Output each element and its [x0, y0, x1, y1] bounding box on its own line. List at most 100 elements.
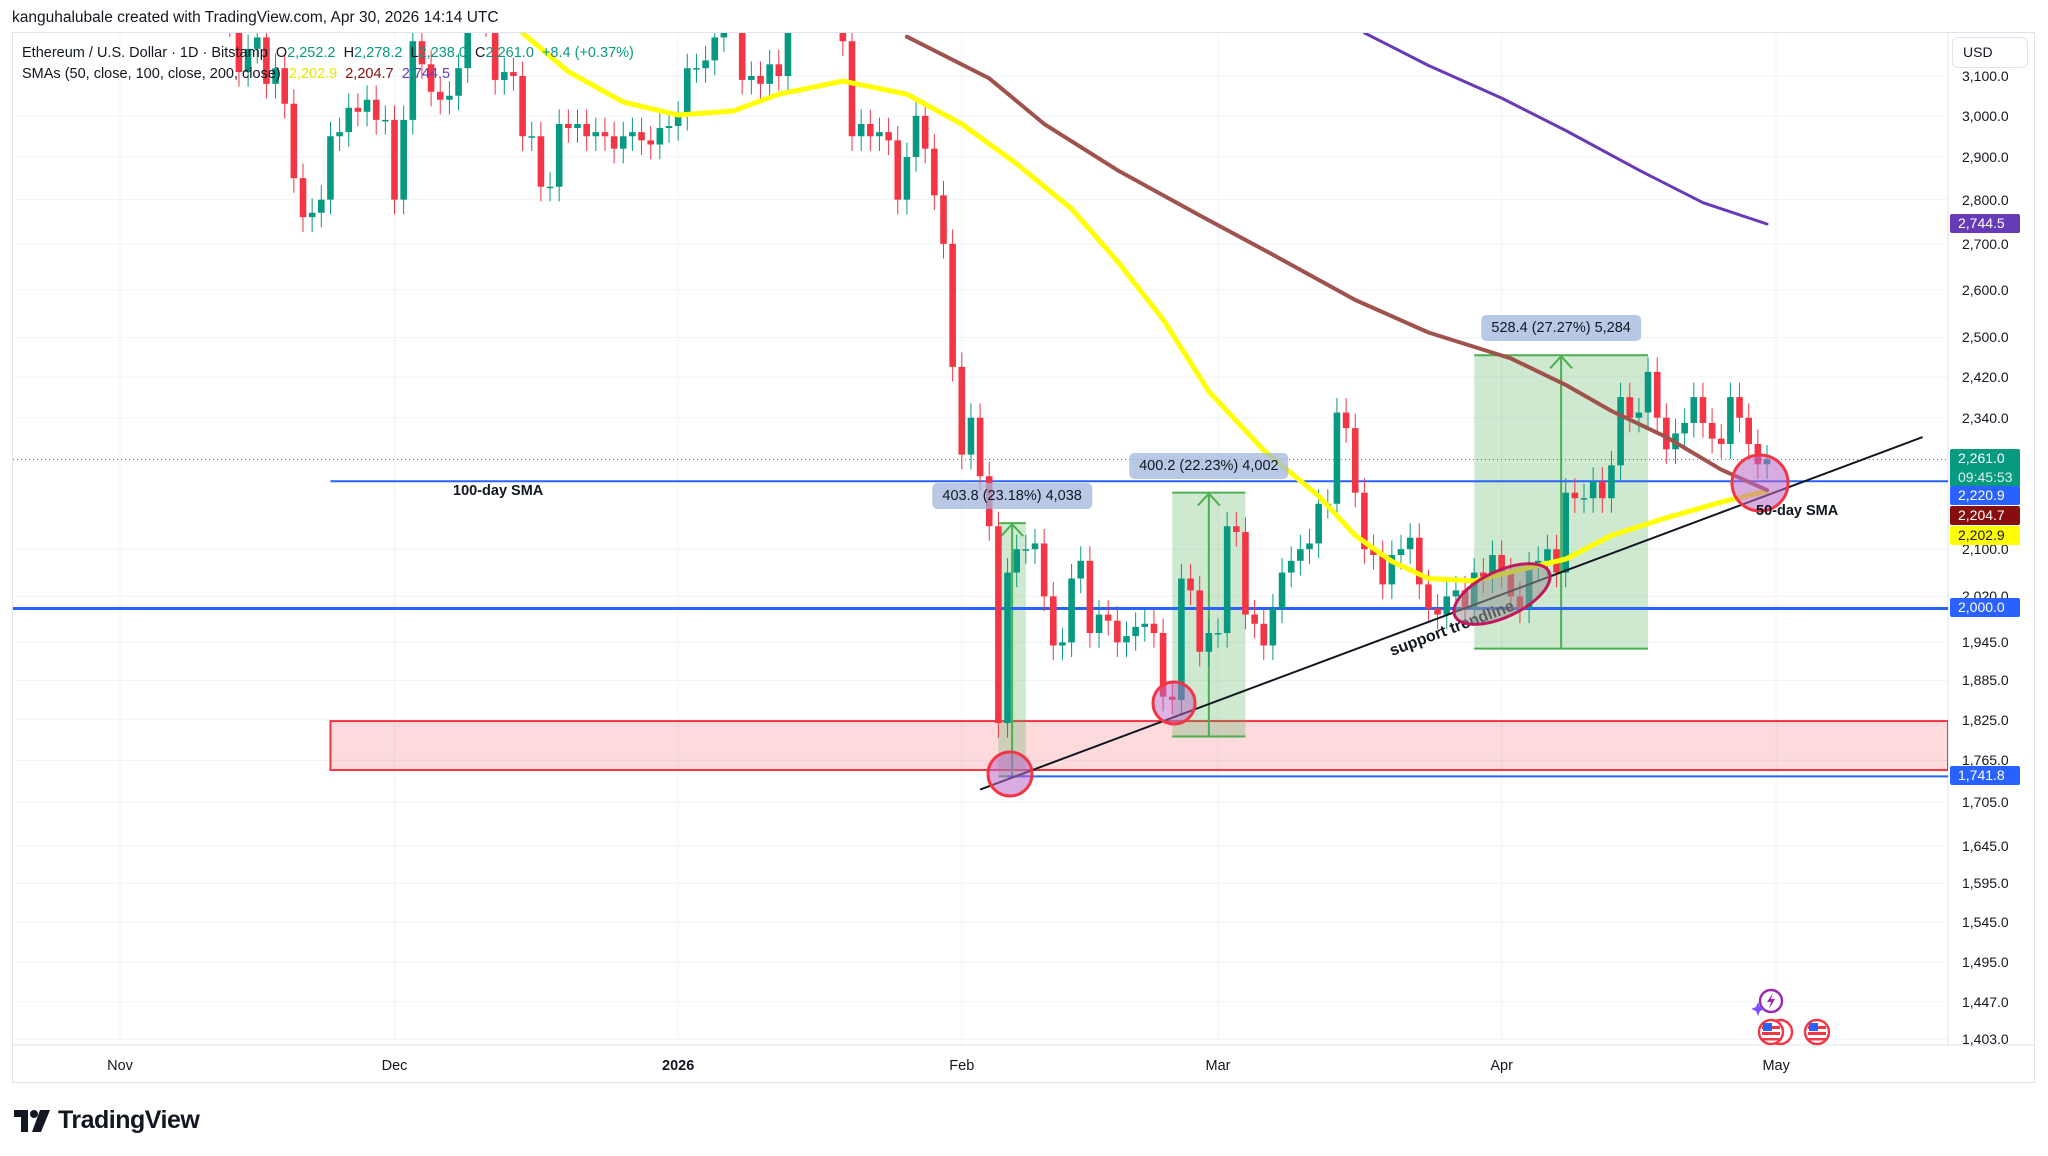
candle-body: [372, 99, 380, 120]
candle-body: [1599, 481, 1606, 499]
change-value: +8.4 (+0.37%): [541, 45, 634, 61]
price-tick-label: 1,595.0: [1962, 875, 2009, 892]
candle: [656, 113, 664, 160]
candle-body: [1022, 549, 1030, 551]
candle-body: [592, 132, 600, 137]
price-tag: 2,204.7: [1950, 506, 2020, 526]
candle-body: [857, 123, 865, 137]
candle: [172, 0, 179, 7]
candle: [1233, 511, 1240, 547]
candle-body: [674, 115, 682, 127]
candle-body: [409, 41, 417, 120]
candle-body: [848, 41, 856, 137]
candle: [1727, 382, 1734, 459]
price-tick-label: 3,000.0: [1962, 107, 2009, 124]
sma50-line: [520, 33, 1770, 584]
candle: [638, 117, 645, 156]
candle: [803, 0, 810, 7]
symbol-name[interactable]: Ethereum / U.S. Dollar · 1D · Bitstamp: [22, 45, 268, 61]
candle: [1123, 621, 1130, 658]
candle: [1242, 517, 1249, 630]
candle: [1022, 534, 1030, 564]
candle: [382, 105, 389, 135]
measure-tools[interactable]: [998, 354, 1649, 778]
candle: [1434, 593, 1441, 630]
us-flag-event-icon[interactable]: [1757, 1018, 1794, 1051]
candle: [693, 53, 700, 83]
horizontal-lines[interactable]: [13, 480, 1948, 778]
candle: [1580, 483, 1588, 513]
candle-body: [244, 48, 252, 73]
candle-body: [1004, 572, 1011, 724]
candle-body: [1416, 537, 1423, 585]
sma100-line: [904, 34, 1769, 493]
candle: [1196, 575, 1203, 667]
candle-body: [1699, 397, 1707, 423]
tradingview-logo[interactable]: TradingView: [14, 1106, 200, 1135]
candle-body: [227, 0, 234, 22]
candle: [153, 0, 160, 18]
candle: [363, 85, 371, 127]
candle: [391, 105, 398, 215]
candle-body: [1040, 543, 1048, 597]
candle-body: [1653, 371, 1661, 418]
candle: [510, 57, 517, 91]
candle-body: [363, 99, 371, 112]
candle-body: [1443, 596, 1451, 615]
price-tag: 2,744.5: [1950, 213, 2020, 233]
candle-body: [1580, 498, 1588, 500]
time-tick-label: Nov: [107, 1058, 133, 1074]
candle: [1077, 546, 1085, 594]
price-tick-label: 1,495.0: [1962, 954, 2009, 971]
measure-label[interactable]: 403.8 (23.18%) 4,038: [932, 483, 1092, 510]
price-tag: 1,741.8: [1950, 766, 2020, 786]
candle-body: [1388, 554, 1396, 585]
measure-arrow-head: [1549, 354, 1573, 369]
candle-body: [1287, 560, 1295, 573]
lightning-event-icon[interactable]: [1751, 988, 1786, 1023]
candle: [1114, 606, 1121, 658]
candle: [921, 101, 929, 164]
candle: [501, 57, 508, 95]
candle: [1608, 450, 1615, 513]
us-flag-event-icon[interactable]: [1803, 1018, 1831, 1051]
candle: [162, 0, 169, 7]
price-tick-label: 1,403.0: [1962, 1031, 2009, 1048]
sma50-value: 2,202.9: [288, 66, 338, 82]
candle: [1278, 558, 1286, 624]
measure-label[interactable]: 528.4 (27.27%) 5,284: [1481, 315, 1641, 342]
candle: [272, 53, 279, 99]
candle: [738, 33, 746, 95]
candle: [720, 33, 728, 53]
candle-body: [1114, 620, 1121, 643]
candle-body: [784, 33, 792, 76]
price-tag-value: 1,741.8: [1958, 767, 2005, 784]
candle: [967, 403, 975, 470]
price-tag-value: 2,261.0: [1958, 450, 2005, 467]
candle-body: [1626, 397, 1634, 418]
candle: [1132, 612, 1139, 651]
candle: [1068, 563, 1075, 658]
candle-body: [1068, 578, 1075, 643]
candle-body: [1333, 412, 1341, 504]
candle-body: [711, 37, 719, 61]
candle-body: [153, 0, 160, 4]
candle-body: [830, 0, 837, 4]
candle-body: [144, 0, 151, 4]
close-label: C: [475, 45, 486, 61]
candle-body: [1242, 531, 1249, 615]
candle-body: [427, 64, 435, 92]
candle: [821, 0, 828, 15]
candle-body: [519, 76, 526, 137]
candle-body: [1663, 417, 1670, 450]
currency-selector[interactable]: USD: [1952, 37, 2028, 68]
candle: [674, 101, 682, 141]
time-tick-label: Mar: [1205, 1058, 1231, 1074]
support-zone[interactable]: [329, 720, 1948, 772]
candle: [885, 117, 892, 156]
measure-label[interactable]: 400.2 (22.23%) 4,002: [1129, 452, 1289, 479]
sma-indicator-name[interactable]: SMAs (50, close, 100, close, 200, close): [22, 66, 281, 82]
candle: [528, 121, 536, 151]
candle-body: [665, 126, 673, 129]
